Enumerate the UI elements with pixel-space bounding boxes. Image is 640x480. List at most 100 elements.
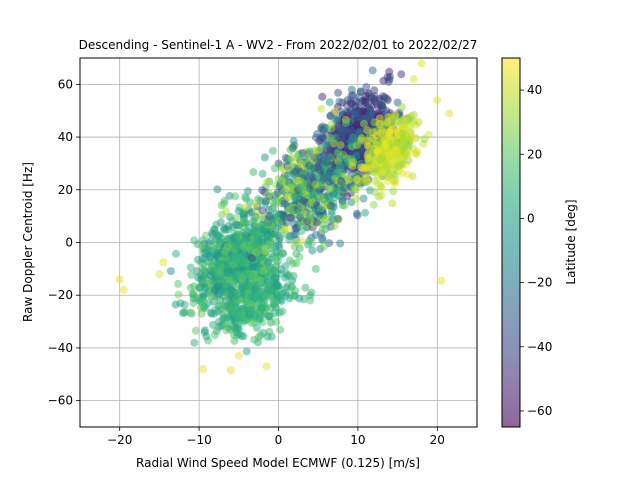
scatter-point	[239, 217, 248, 226]
colorbar-tick-label: −20	[527, 276, 552, 290]
scatter-point	[298, 169, 307, 178]
scatter-point	[368, 66, 377, 75]
y-tick-label: 60	[58, 77, 73, 91]
scatter-point	[241, 193, 250, 201]
scatter-point	[258, 186, 267, 195]
colorbar: −60 −40 −20 0 20 40 Latitude [deg]	[501, 57, 578, 428]
scatter-point	[264, 218, 273, 227]
scatter-point	[227, 316, 236, 324]
scatter-point	[278, 307, 287, 316]
scatter-point	[297, 160, 306, 169]
x-tick-label: 20	[430, 433, 445, 447]
scatter-point	[392, 147, 401, 156]
scatter-point	[231, 274, 240, 283]
scatter-point	[259, 266, 268, 275]
scatter-point	[231, 214, 240, 223]
scatter-point	[397, 70, 406, 79]
scatter-point	[355, 98, 363, 107]
scatter-point	[242, 347, 251, 356]
scatter-point	[239, 242, 248, 251]
scatter-point	[238, 283, 247, 292]
scatter-point	[437, 276, 446, 285]
scatter-point	[341, 118, 350, 127]
scatter-point	[115, 275, 124, 284]
scatter-point	[261, 247, 269, 256]
scatter-point	[324, 184, 333, 193]
scatter-point	[295, 208, 304, 217]
scatter-point	[320, 242, 328, 251]
scatter-point	[282, 283, 291, 292]
scatter-point	[283, 271, 292, 280]
scatter-point	[234, 351, 243, 360]
scatter-point	[445, 109, 454, 118]
scatter-point	[388, 199, 397, 208]
scatter-point	[332, 116, 340, 125]
scatter-point	[340, 183, 349, 192]
scatter-point	[404, 170, 413, 179]
scatter-point	[270, 266, 279, 275]
scatter-point	[226, 366, 235, 375]
scatter-point	[385, 67, 394, 76]
scatter-point	[317, 204, 325, 213]
scatter-point	[211, 241, 220, 250]
scatter-point	[305, 147, 314, 156]
scatter-point	[362, 92, 371, 100]
scatter-point	[346, 135, 355, 144]
plot-area	[79, 57, 478, 428]
x-tick-label: −10	[186, 433, 211, 447]
scatter-point	[222, 207, 231, 216]
scatter-point	[291, 287, 300, 295]
scatter-point	[233, 312, 242, 321]
scatter-point	[188, 290, 197, 299]
scatter-point	[231, 292, 240, 301]
colorbar-tick-label: −40	[527, 340, 552, 354]
scatter-point	[289, 272, 298, 280]
scatter-point	[225, 282, 234, 291]
scatter-point	[272, 317, 281, 326]
scatter-point	[278, 176, 287, 185]
scatter-point	[336, 177, 345, 186]
scatter-point	[265, 327, 274, 336]
scatter-points	[115, 59, 454, 375]
scatter-point	[384, 162, 393, 171]
scatter-point	[293, 153, 302, 162]
scatter-point	[290, 193, 299, 202]
scatter-point	[363, 141, 372, 150]
scatter-point	[297, 237, 306, 246]
scatter-point	[270, 164, 279, 173]
colorbar-tick-label: 40	[527, 83, 542, 97]
scatter-point	[330, 222, 339, 231]
scatter-point	[246, 271, 255, 280]
scatter-point	[242, 258, 251, 267]
colorbar-label: Latitude [deg]	[564, 199, 578, 284]
scatter-point	[336, 239, 345, 248]
x-tick-label: 10	[350, 433, 365, 447]
x-tick-label: −20	[107, 433, 132, 447]
scatter-point	[351, 194, 360, 203]
scatter-point	[305, 184, 314, 193]
x-axis: −20 −10 0 10 20	[107, 427, 445, 447]
scatter-point	[251, 200, 260, 209]
scatter-point	[370, 187, 379, 196]
scatter-point	[194, 273, 203, 282]
scatter-point	[238, 252, 247, 261]
scatter-point	[264, 211, 273, 220]
y-tick-label: −60	[48, 394, 73, 408]
scatter-point	[364, 98, 373, 107]
scatter-point	[331, 107, 340, 116]
scatter-point	[187, 270, 196, 279]
scatter-point	[271, 191, 280, 200]
scatter-point	[172, 249, 180, 258]
scatter-point	[336, 140, 345, 149]
y-axis: −60 −40 −20 0 20 40 60	[48, 77, 80, 408]
y-tick-label: −20	[48, 288, 73, 302]
chart-title: Descending - Sentinel-1 A - WV2 - From 2…	[79, 38, 478, 52]
scatter-point	[347, 85, 356, 94]
scatter-point	[210, 225, 219, 234]
scatter-point	[219, 315, 227, 324]
y-tick-label: 20	[58, 183, 73, 197]
scatter-point	[231, 192, 240, 201]
scatter-point	[299, 196, 308, 205]
scatter-point	[287, 153, 296, 162]
scatter-point	[391, 110, 400, 119]
